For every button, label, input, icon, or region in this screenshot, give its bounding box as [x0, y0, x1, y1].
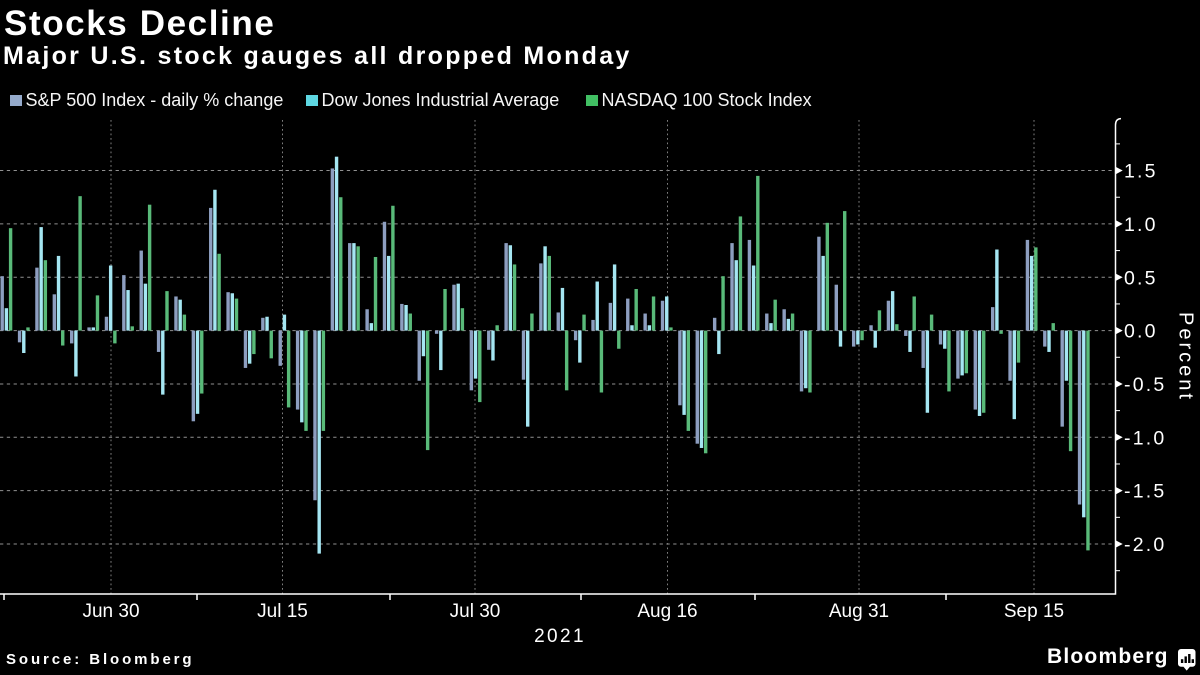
svg-text:2021: 2021 — [534, 626, 586, 647]
svg-text:Jun 30: Jun 30 — [82, 601, 139, 622]
svg-text:Jul 15: Jul 15 — [257, 601, 308, 622]
svg-text:0.0: 0.0 — [1124, 321, 1158, 343]
svg-text:1.0: 1.0 — [1124, 214, 1158, 236]
svg-text:Aug 16: Aug 16 — [637, 601, 697, 622]
svg-text:-2.0: -2.0 — [1124, 534, 1166, 556]
svg-text:-0.5: -0.5 — [1124, 374, 1166, 396]
svg-text:-1.5: -1.5 — [1124, 481, 1166, 503]
svg-text:-1.0: -1.0 — [1124, 427, 1166, 449]
svg-text:0.5: 0.5 — [1124, 267, 1158, 289]
svg-text:Jul 30: Jul 30 — [450, 601, 501, 622]
svg-text:Sep 15: Sep 15 — [1004, 601, 1064, 622]
svg-text:Percent: Percent — [1175, 312, 1197, 402]
svg-text:1.5: 1.5 — [1124, 161, 1158, 183]
svg-text:Aug 31: Aug 31 — [829, 601, 889, 622]
